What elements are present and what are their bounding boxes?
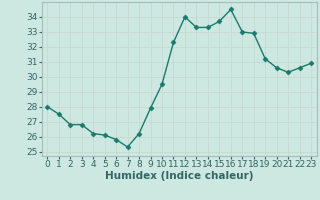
X-axis label: Humidex (Indice chaleur): Humidex (Indice chaleur) [105,171,253,181]
